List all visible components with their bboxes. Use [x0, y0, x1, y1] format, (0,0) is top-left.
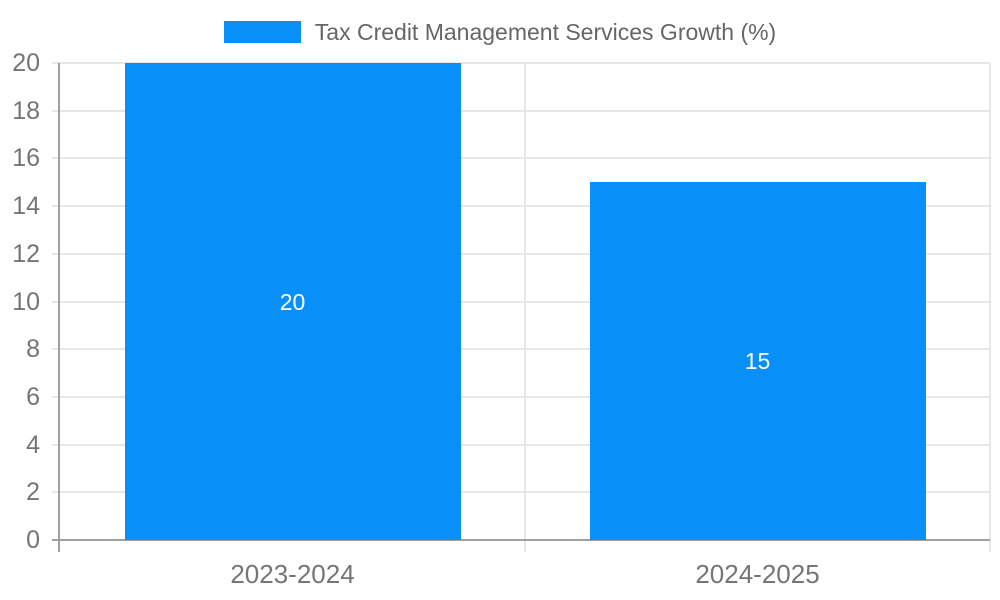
x-tick — [524, 540, 526, 552]
y-tick-label: 20 — [12, 49, 40, 77]
y-axis-line — [58, 63, 60, 552]
y-tick-label: 10 — [12, 287, 40, 316]
y-tick — [52, 62, 60, 64]
bar[interactable] — [124, 63, 461, 540]
legend-swatch-icon — [223, 21, 301, 43]
x-tick — [989, 540, 991, 552]
y-tick — [52, 300, 60, 303]
y-tick — [52, 109, 60, 112]
bar-value-label: 20 — [279, 288, 306, 315]
legend-label: Tax Credit Management Services Growth (%… — [314, 18, 777, 45]
y-tick — [52, 491, 60, 494]
y-tick — [52, 348, 60, 351]
y-tick-label: 14 — [12, 192, 40, 221]
y-tick-label: 8 — [26, 335, 40, 364]
y-tick — [52, 252, 60, 255]
y-tick-label: 16 — [12, 144, 40, 173]
y-tick — [52, 205, 60, 208]
v-gridline — [524, 63, 526, 540]
x-axis-label: 2024-2025 — [695, 559, 820, 589]
y-tick — [52, 157, 60, 160]
chart-legend[interactable]: Tax Credit Management Services Growth (%… — [0, 17, 1000, 47]
y-tick-label: 4 — [26, 430, 40, 459]
y-tick-label: 0 — [26, 526, 40, 554]
y-tick-label: 2 — [26, 478, 40, 507]
y-tick-label: 6 — [26, 382, 40, 411]
bar-value-label: 15 — [744, 348, 771, 375]
v-gridline — [989, 63, 991, 540]
y-tick — [52, 443, 60, 446]
y-tick-label: 12 — [12, 239, 40, 268]
x-axis-label: 2023-2024 — [230, 559, 355, 589]
bar[interactable] — [589, 182, 926, 540]
y-tick — [52, 395, 60, 398]
y-tick-label: 18 — [12, 96, 40, 125]
x-axis-line — [52, 539, 990, 541]
